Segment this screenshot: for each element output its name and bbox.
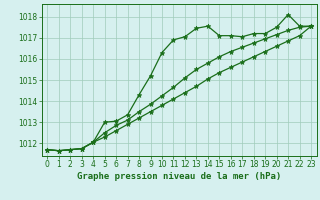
X-axis label: Graphe pression niveau de la mer (hPa): Graphe pression niveau de la mer (hPa) — [77, 172, 281, 181]
